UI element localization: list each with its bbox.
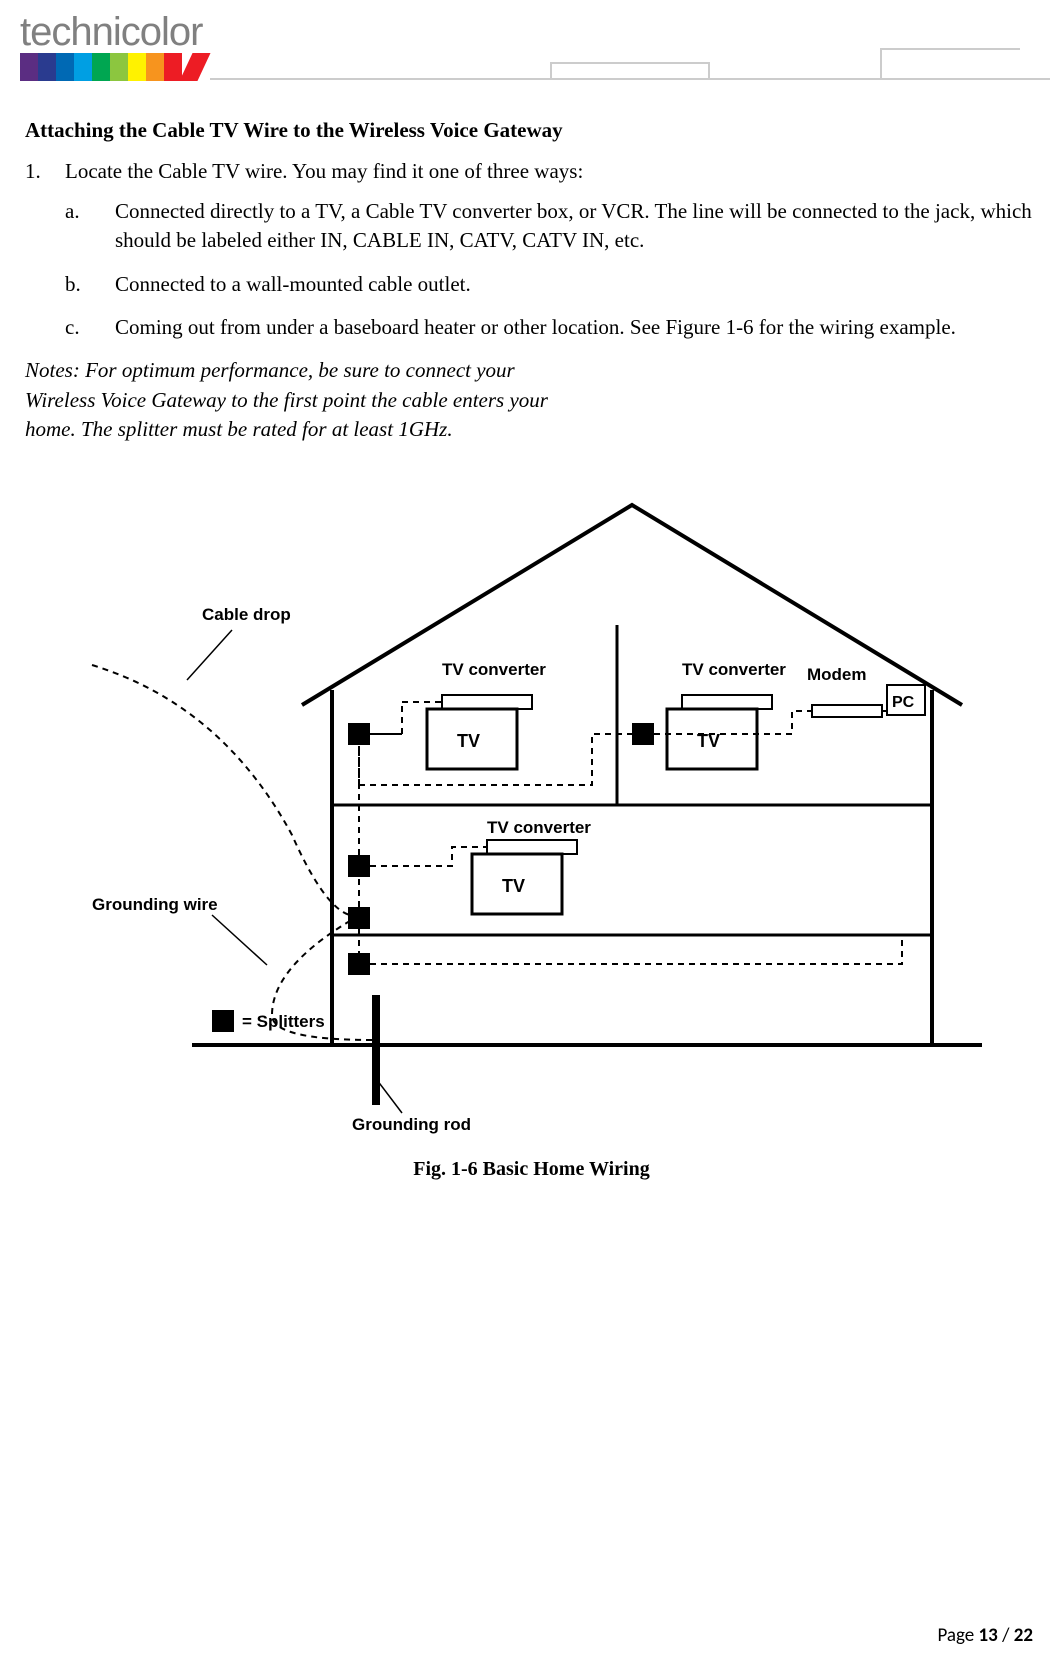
list-item: a. Connected directly to a TV, a Cable T… [115, 197, 1038, 256]
list-text: Coming out from under a baseboard heater… [115, 315, 956, 339]
svg-text:Grounding rod: Grounding rod [352, 1115, 471, 1134]
list-item: b. Connected to a wall-mounted cable out… [115, 270, 1038, 299]
technicolor-logo: technicolor [20, 10, 204, 81]
list-number: 1. [25, 157, 41, 186]
page-sep: / [998, 1624, 1014, 1647]
svg-text:Grounding wire: Grounding wire [92, 895, 218, 914]
page-footer: Page 13 / 22 [937, 1624, 1033, 1647]
svg-text:TV converter: TV converter [487, 818, 591, 837]
page-current: 13 [979, 1624, 998, 1647]
svg-text:TV: TV [502, 876, 525, 896]
page-total: 22 [1014, 1624, 1033, 1647]
list-number: c. [65, 313, 80, 342]
label-cable-drop: Cable drop [202, 605, 291, 624]
svg-text:TV: TV [697, 731, 720, 751]
header-divider-step [550, 62, 710, 78]
svg-text:PC: PC [892, 694, 915, 711]
svg-text:TV converter: TV converter [442, 660, 546, 679]
logo-text: technicolor [20, 10, 204, 55]
notes-text: Notes: For optimum performance, be sure … [25, 356, 575, 444]
list-text: Connected directly to a TV, a Cable TV c… [115, 199, 1032, 252]
instruction-list: 1. Locate the Cable TV wire. You may fin… [25, 157, 1038, 342]
wiring-diagram: Cable drop TV converter TV converter Mod… [72, 485, 992, 1135]
svg-text:Modem: Modem [807, 665, 867, 684]
svg-text:= Splitters: = Splitters [242, 1012, 325, 1031]
header-divider [210, 78, 1050, 80]
figure-caption: Fig. 1-6 Basic Home Wiring [25, 1155, 1038, 1183]
list-item: 1. Locate the Cable TV wire. You may fin… [65, 157, 1038, 342]
svg-text:TV: TV [457, 731, 480, 751]
page-label: Page [937, 1624, 978, 1647]
page-content: Attaching the Cable TV Wire to the Wirel… [0, 86, 1063, 1183]
svg-text:TV converter: TV converter [682, 660, 786, 679]
section-title: Attaching the Cable TV Wire to the Wirel… [25, 116, 1038, 145]
list-text: Connected to a wall-mounted cable outlet… [115, 272, 471, 296]
header-divider-step [880, 48, 1020, 78]
list-number: a. [65, 197, 80, 226]
logo-color-bars [20, 53, 204, 81]
instruction-sublist: a. Connected directly to a TV, a Cable T… [65, 197, 1038, 343]
list-item: c. Coming out from under a baseboard hea… [115, 313, 1038, 342]
list-number: b. [65, 270, 81, 299]
list-text: Locate the Cable TV wire. You may find i… [65, 159, 583, 183]
